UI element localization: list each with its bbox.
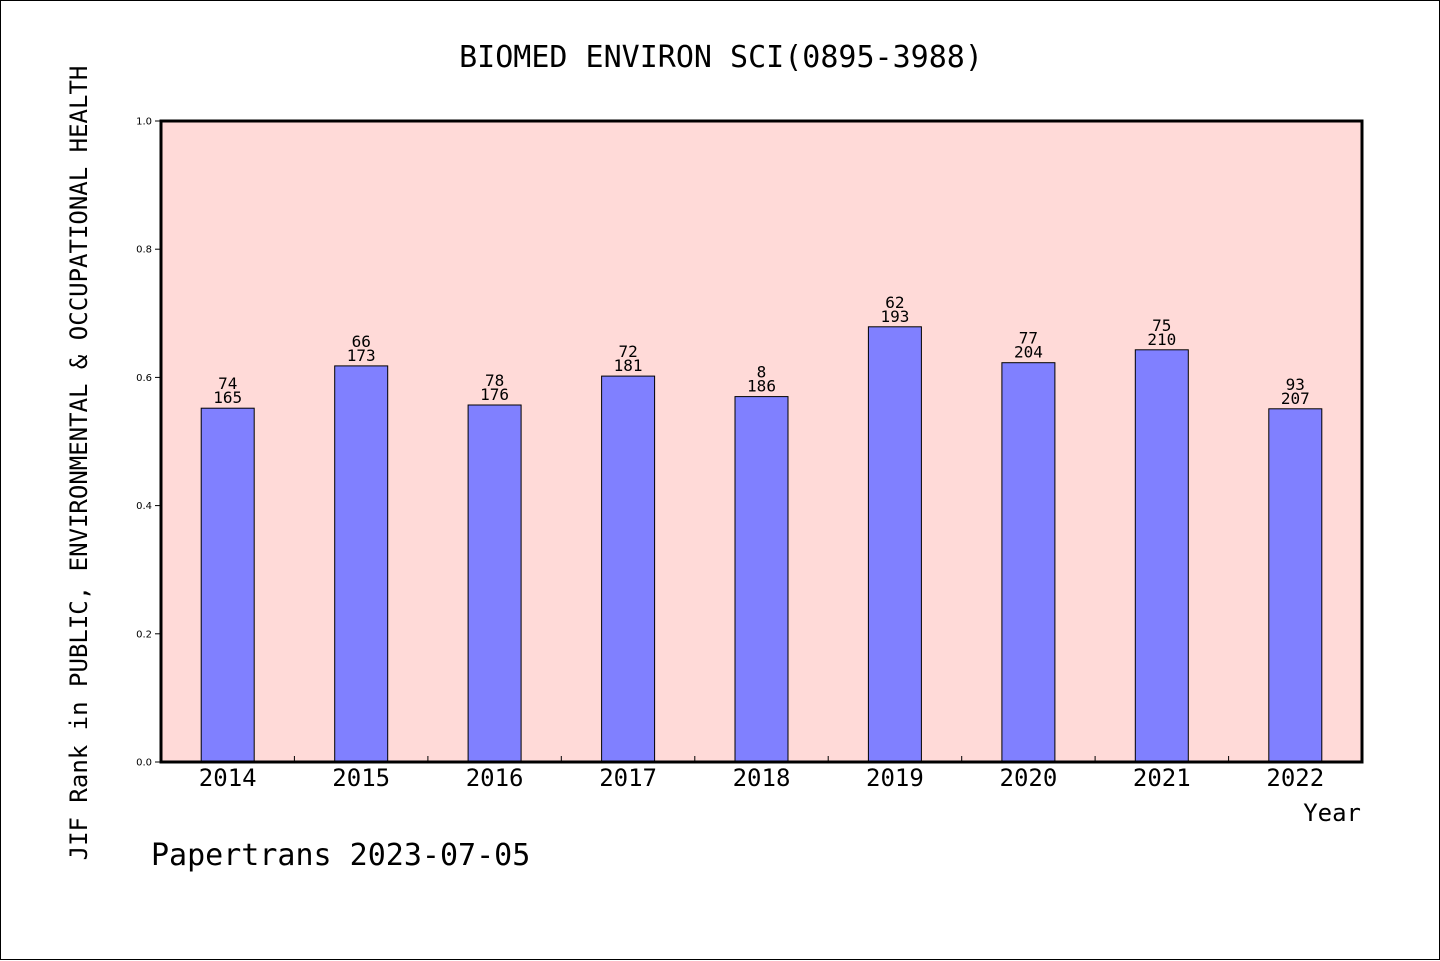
- x-tick-label: 2019: [866, 764, 924, 792]
- bar-rank-label: 75: [1152, 316, 1171, 335]
- ticks-layer: 2014 2015 2016 2017 2018 2019 2020 2021 2022 0.0 0…: [136, 117, 1324, 793]
- bar-total-label: 193: [880, 307, 909, 326]
- y-tick-label: 1.0: [136, 117, 152, 128]
- bar-2018: [734, 396, 789, 763]
- footer-credit: Papertrans 2023-07-05: [151, 838, 530, 873]
- bar-2014: [200, 407, 255, 763]
- bar-2020: [1001, 362, 1056, 763]
- bar-rank-label: 78: [485, 371, 504, 390]
- bar-rank-label: 8: [757, 363, 767, 382]
- x-tick-label: 2018: [733, 764, 791, 792]
- bar-2021: [1134, 349, 1189, 763]
- bar-rank-label: 77: [1019, 329, 1038, 348]
- bar-2019: [867, 326, 922, 763]
- y-tick-label: 0.6: [136, 373, 152, 384]
- y-axis-label: JIF Rank in PUBLIC, ENVIRONMENTAL & OCCU…: [65, 66, 93, 861]
- bar-2016: [467, 404, 522, 763]
- bar-rank-label: 72: [618, 342, 637, 361]
- x-tick-label: 2015: [332, 764, 390, 792]
- bar-total-label: 207: [1281, 389, 1310, 408]
- bar-2015: [334, 365, 389, 763]
- plot-frame: [159, 119, 1364, 764]
- x-tick-label: 2014: [199, 764, 257, 792]
- bar-total-label: 173: [347, 346, 376, 365]
- bar-total-label: 186: [747, 377, 776, 396]
- bar-total-label: 165: [213, 388, 242, 407]
- bar-rank-label: 93: [1286, 375, 1305, 394]
- bar-rank-label: 66: [352, 332, 371, 351]
- y-tick-label: 0.8: [136, 245, 152, 256]
- y-tick-label: 0.4: [136, 501, 152, 512]
- x-axis-label: Year: [1303, 799, 1361, 827]
- bar-rank-label: 74: [218, 374, 237, 393]
- y-tick-label: 0.2: [136, 629, 152, 640]
- y-tick-label: 0.0: [136, 758, 152, 769]
- x-tick-label: 2016: [466, 764, 524, 792]
- bar-total-label: 210: [1147, 330, 1176, 349]
- bar-total-label: 176: [480, 385, 509, 404]
- bar-rank-label: 62: [885, 293, 904, 312]
- bar-total-label: 181: [614, 356, 643, 375]
- x-tick-label: 2017: [599, 764, 657, 792]
- bar-2022: [1268, 408, 1323, 763]
- x-tick-label: 2020: [1000, 764, 1058, 792]
- bar-total-label: 204: [1014, 343, 1043, 362]
- bar-2017: [601, 375, 656, 763]
- chart-title: BIOMED ENVIRON SCI(0895-3988): [459, 40, 983, 75]
- x-tick-label: 2022: [1266, 764, 1324, 792]
- x-tick-label: 2021: [1133, 764, 1191, 792]
